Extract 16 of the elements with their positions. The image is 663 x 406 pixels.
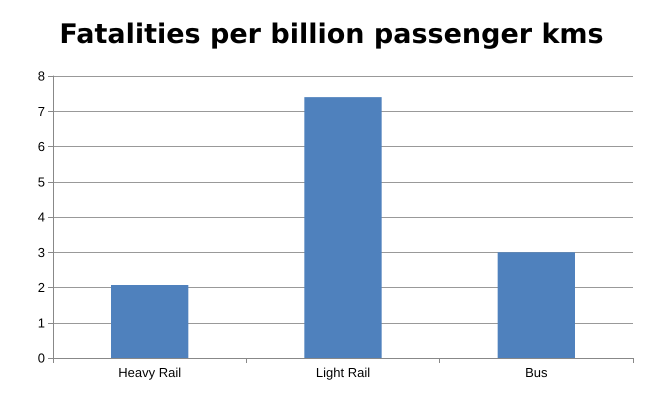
y-tick-label: 1	[38, 315, 45, 330]
y-tick-label: 7	[38, 104, 45, 119]
y-tick-label: 0	[38, 350, 45, 366]
x-tick-label: Bus	[525, 365, 548, 380]
bar	[498, 252, 575, 358]
x-tick-label: Heavy Rail	[118, 365, 182, 380]
chart-title: Fatalities per billion passenger kms	[59, 19, 604, 50]
y-tick-label: 4	[38, 210, 45, 224]
y-tick-label: 5	[38, 174, 45, 190]
y-tick-label: 2	[38, 280, 45, 295]
y-tick-label: 8	[38, 68, 45, 84]
bar	[304, 97, 382, 358]
bar	[111, 285, 188, 358]
y-tick-label: 6	[38, 139, 45, 154]
y-tick-label: 3	[38, 244, 45, 260]
x-tick-label: Light Rail	[316, 365, 370, 380]
